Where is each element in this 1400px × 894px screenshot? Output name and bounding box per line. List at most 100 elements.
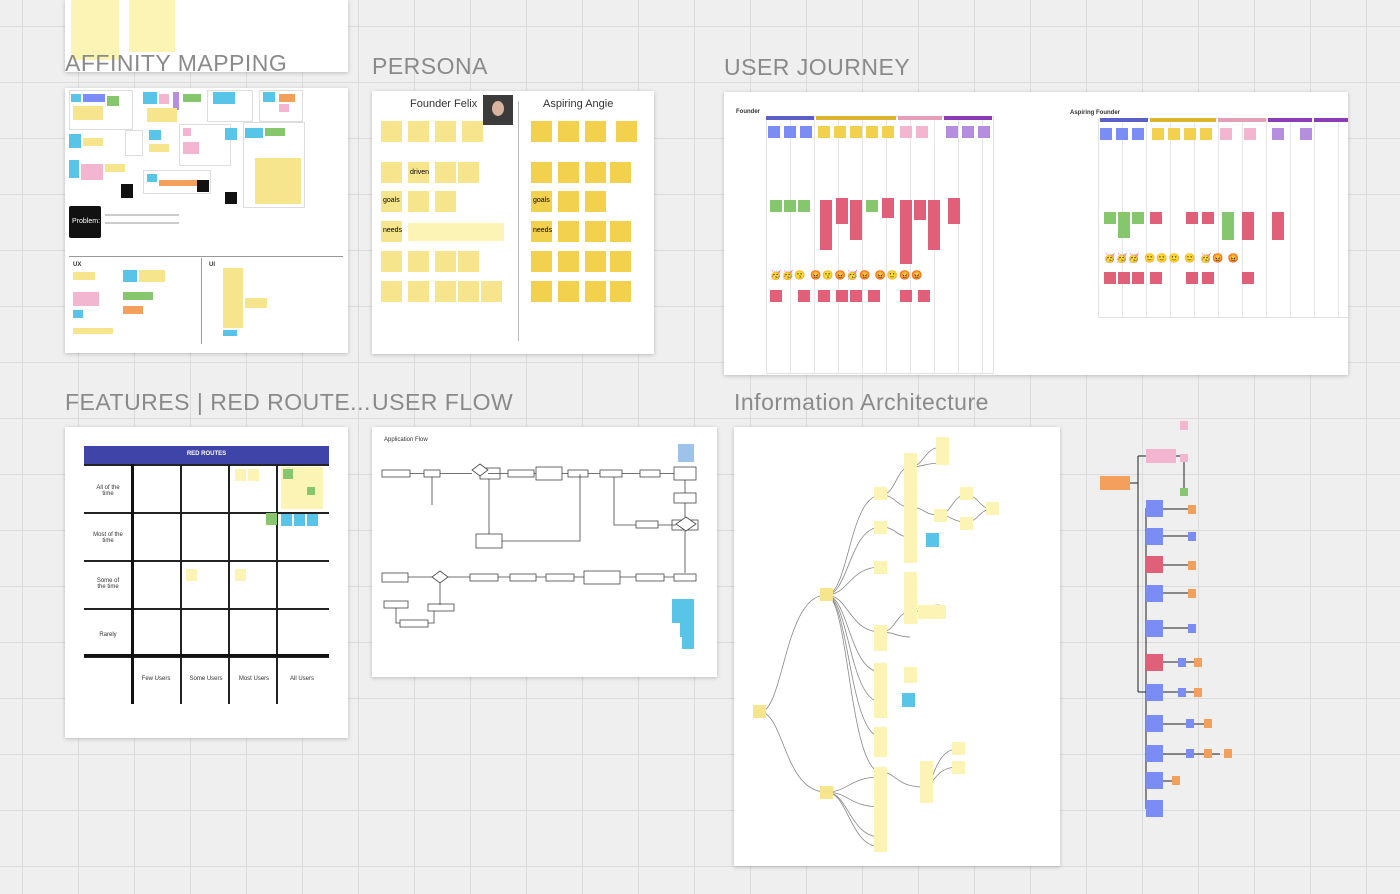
features-title[interactable]: FEATURES | RED ROUTE... [65,389,371,415]
sticky-note [71,94,81,102]
sitemap-node [1188,561,1196,570]
flow-subtitle: Application Flow [384,437,428,443]
phase-bar [898,116,942,120]
sticky-note [408,223,504,241]
sticky-note [159,180,199,186]
sitemap-node [1224,749,1232,758]
cluster [143,170,211,194]
emoji-row: 🥳🥳🥳 🙂🙂🙂 🙂 🥳😡 😡 [1104,253,1241,263]
user-journey-frame[interactable]: Founder 🥳🥳😗 😡😗😡🥳😡 😡🙂😡😡 Aspiring Founder [724,92,1348,375]
text-line [105,222,179,224]
avatar [483,95,513,125]
sticky-note [408,281,429,302]
sitemap-node [1146,620,1163,637]
sticky-note [1186,212,1198,224]
sticky-note [149,144,169,152]
phase-bar [1268,118,1312,122]
sticky-note [81,164,103,180]
sitemap-node [1186,749,1194,758]
sticky-note [610,162,631,183]
ia-node [874,767,887,852]
sticky-note [850,290,862,302]
user-flow-title[interactable]: USER FLOW [372,389,514,415]
affinity-mapping-title[interactable]: AFFINITY MAPPING [65,50,288,76]
sticky-note: goals [381,191,402,212]
sticky-note [123,270,137,282]
ia-node [952,761,965,774]
sticky-note [850,126,862,138]
sticky-note [223,268,243,328]
cluster [69,90,133,130]
grid-row-line [84,654,329,657]
sticky-note [435,191,456,212]
sticky-note [435,162,456,183]
phase-bar [816,116,896,120]
ia-node [960,517,973,530]
affinity-mapping-frame[interactable]: Problem: UX UI [65,88,348,353]
sticky-note [1202,212,1214,224]
sticky-note [585,251,606,272]
persona-title[interactable]: PERSONA [372,53,488,79]
sticky-note [585,162,606,183]
sticky-note [159,94,169,104]
ia-node [904,572,917,624]
phase-bar [766,116,814,120]
sticky-note [281,514,292,526]
emoji-row: 🥳🥳😗 😡😗😡🥳😡 😡🙂😡😡 [770,270,924,280]
user-flow-frame[interactable]: Application Flow [372,427,717,677]
sticky-note [818,290,830,302]
sticky-note [197,180,209,192]
persona-frame[interactable]: Founder Felix Aspiring Angie driven goal… [372,91,654,354]
sticky-note [458,251,479,272]
sticky-note [245,128,263,138]
sticky-note: driven [408,162,429,183]
sticky-note [866,200,878,212]
user-journey-title[interactable]: USER JOURNEY [724,54,911,80]
sticky-note [610,251,631,272]
sticky-note [798,200,810,212]
sticky-note [69,160,79,178]
sticky-note [408,121,429,142]
sitemap-node [1146,449,1176,463]
sticky-note [147,108,177,122]
persona-name-felix: Founder Felix [410,98,478,110]
partial-frame-top[interactable] [65,0,348,72]
sticky-note [531,162,552,183]
sticky-label-goals: goals [383,197,400,204]
flow-note [678,444,694,462]
sitemap-node [1180,488,1188,496]
red-routes-header: RED ROUTES [84,446,329,464]
sticky-note [381,251,402,272]
sticky-note [462,121,483,142]
sticky-note [381,121,402,142]
sticky-note [900,290,912,302]
cluster [243,122,305,208]
sticky-note [263,92,275,102]
sticky-note [73,292,99,306]
cluster [179,124,231,166]
sticky-label-needs: needs [383,227,403,234]
sticky-note: goals [531,191,552,212]
sitemap-node [1188,589,1196,598]
ia-frame[interactable] [734,427,1060,866]
sticky-note [1118,272,1130,284]
sticky-note [173,92,179,110]
sitemap-node [1204,719,1212,728]
sticky-note [558,162,579,183]
col-label: All Users [289,676,314,682]
sticky-note [139,270,165,282]
features-frame[interactable]: RED ROUTES All of the time Most of the t… [65,427,348,738]
sticky-note [558,221,579,242]
sticky-note [1132,272,1144,284]
row-label: Most of the time [93,532,123,544]
sticky-note [73,328,113,334]
sticky-note [914,200,926,220]
sticky-note [121,184,133,198]
sticky-note [147,174,157,182]
sticky-note [1104,212,1116,224]
sticky-note [1272,128,1284,140]
sitemap-node [1194,688,1202,697]
ia-title[interactable]: Information Architecture [734,389,989,415]
sticky-note [916,126,928,138]
cluster [259,90,303,122]
